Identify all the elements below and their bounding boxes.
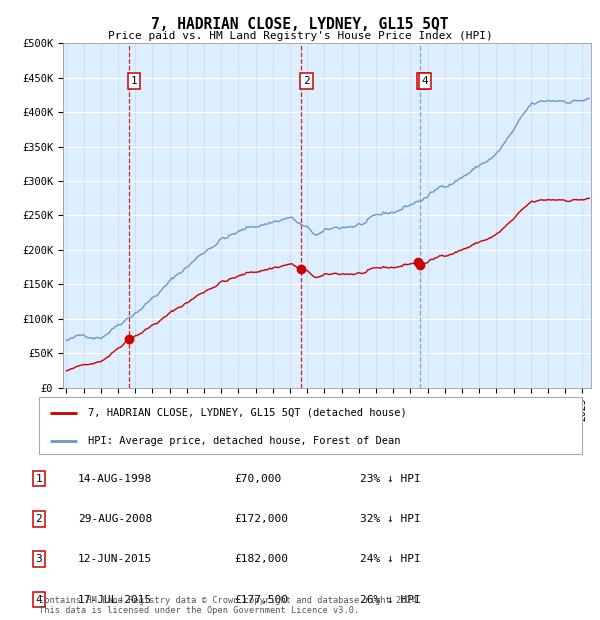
Text: Contains HM Land Registry data © Crown copyright and database right 2024.
This d: Contains HM Land Registry data © Crown c… xyxy=(39,596,422,615)
Text: 24% ↓ HPI: 24% ↓ HPI xyxy=(360,554,421,564)
Text: 17-JUL-2015: 17-JUL-2015 xyxy=(78,595,152,604)
Text: £70,000: £70,000 xyxy=(234,474,281,484)
Text: 32% ↓ HPI: 32% ↓ HPI xyxy=(360,514,421,524)
Text: 4: 4 xyxy=(421,76,428,86)
Text: 12-JUN-2015: 12-JUN-2015 xyxy=(78,554,152,564)
Text: £182,000: £182,000 xyxy=(234,554,288,564)
Text: 2: 2 xyxy=(35,514,43,524)
Text: £177,500: £177,500 xyxy=(234,595,288,604)
Text: 2: 2 xyxy=(303,76,310,86)
Text: £172,000: £172,000 xyxy=(234,514,288,524)
Text: 23% ↓ HPI: 23% ↓ HPI xyxy=(360,474,421,484)
Text: 7, HADRIAN CLOSE, LYDNEY, GL15 5QT: 7, HADRIAN CLOSE, LYDNEY, GL15 5QT xyxy=(151,17,449,32)
Text: HPI: Average price, detached house, Forest of Dean: HPI: Average price, detached house, Fore… xyxy=(88,436,400,446)
Text: Price paid vs. HM Land Registry's House Price Index (HPI): Price paid vs. HM Land Registry's House … xyxy=(107,31,493,41)
FancyBboxPatch shape xyxy=(39,397,582,454)
Text: 7, HADRIAN CLOSE, LYDNEY, GL15 5QT (detached house): 7, HADRIAN CLOSE, LYDNEY, GL15 5QT (deta… xyxy=(88,408,407,418)
Text: 14-AUG-1998: 14-AUG-1998 xyxy=(78,474,152,484)
Text: 3: 3 xyxy=(420,76,427,86)
Text: 1: 1 xyxy=(35,474,43,484)
Text: 29-AUG-2008: 29-AUG-2008 xyxy=(78,514,152,524)
Text: 26% ↓ HPI: 26% ↓ HPI xyxy=(360,595,421,604)
Text: 4: 4 xyxy=(35,595,43,604)
Text: 3: 3 xyxy=(35,554,43,564)
Text: 1: 1 xyxy=(131,76,137,86)
